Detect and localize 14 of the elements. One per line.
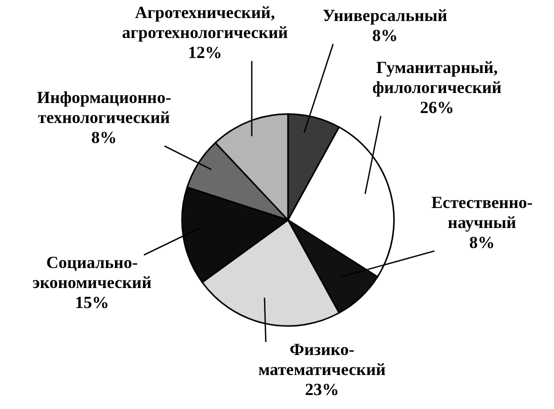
data-label: 8% [469,233,495,252]
slice-label: Гуманитарный, филологический [372,58,502,97]
slice-label: Физико-математический [258,340,386,379]
slice-label: Универсальный [322,6,448,25]
data-label: 15% [75,293,109,312]
data-label: 8% [91,128,117,147]
data-label: 8% [372,26,398,45]
data-label: 12% [188,43,222,62]
slice-label: Естественно-научный [431,193,534,232]
slice-label: Социально-экономический [32,253,152,292]
slice-label: Агротехнический, агротехнологический [122,3,288,42]
data-label: 26% [420,98,454,117]
data-label: 23% [305,380,339,399]
slice-label: Информационно-технологический [36,88,172,127]
